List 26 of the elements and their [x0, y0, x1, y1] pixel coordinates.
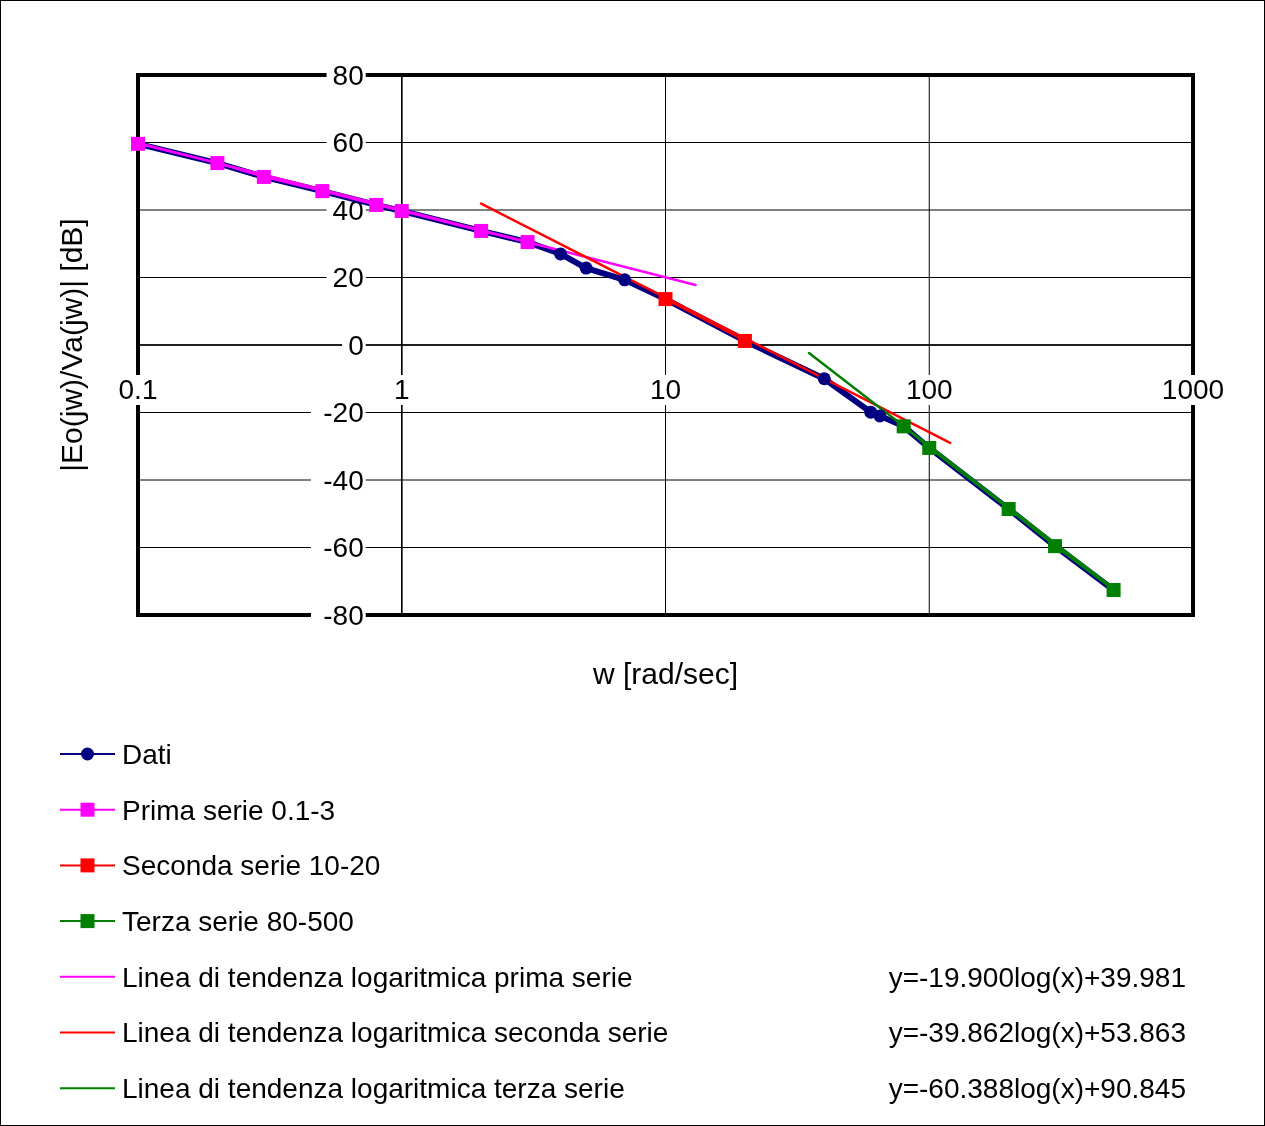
y-tick-label: -60 [323, 532, 364, 564]
y-tick-label: 60 [332, 127, 364, 159]
legend-label: Seconda serie 10-20 [122, 850, 381, 882]
x-tick-label: 1000 [1161, 374, 1225, 405]
legend-label: Terza serie 80-500 [122, 905, 354, 937]
x-tick-label: 10 [649, 374, 682, 405]
y-tick-label: -40 [323, 464, 364, 496]
text: y=-19.900log(x)+39.981 [888, 961, 1186, 993]
y-tick-label: 80 [332, 59, 364, 91]
legend-label: Linea di tendenza logaritmica terza serie [122, 1073, 625, 1104]
text: y=-39.862log(x)+53.863 [888, 1017, 1186, 1049]
legend-label: Prima serie 0.1-3 [122, 794, 336, 826]
x-tick-label: 100 [905, 374, 953, 405]
x-tick-label: 1 [393, 374, 410, 405]
x-tick-label: 0.1 [118, 374, 158, 405]
y-tick-label: 40 [332, 194, 364, 226]
y-tick-label: -80 [323, 599, 364, 631]
legend-label: Dati [122, 738, 172, 770]
legend-label: Linea di tendenza logaritmica prima serie [122, 961, 633, 993]
y-axis-title: |Eo(jw)/Va(jw)| [dB] [55, 218, 88, 472]
y-tick-label: 0 [348, 329, 364, 361]
text: y=-60.388log(x)+90.845 [888, 1073, 1186, 1104]
legend-label: Linea di tendenza logaritmica seconda serie [122, 1017, 669, 1049]
x-axis-title: w [rad/sec] [591, 657, 739, 690]
y-tick-label: 20 [332, 262, 364, 294]
y-tick-label: -20 [323, 397, 364, 429]
